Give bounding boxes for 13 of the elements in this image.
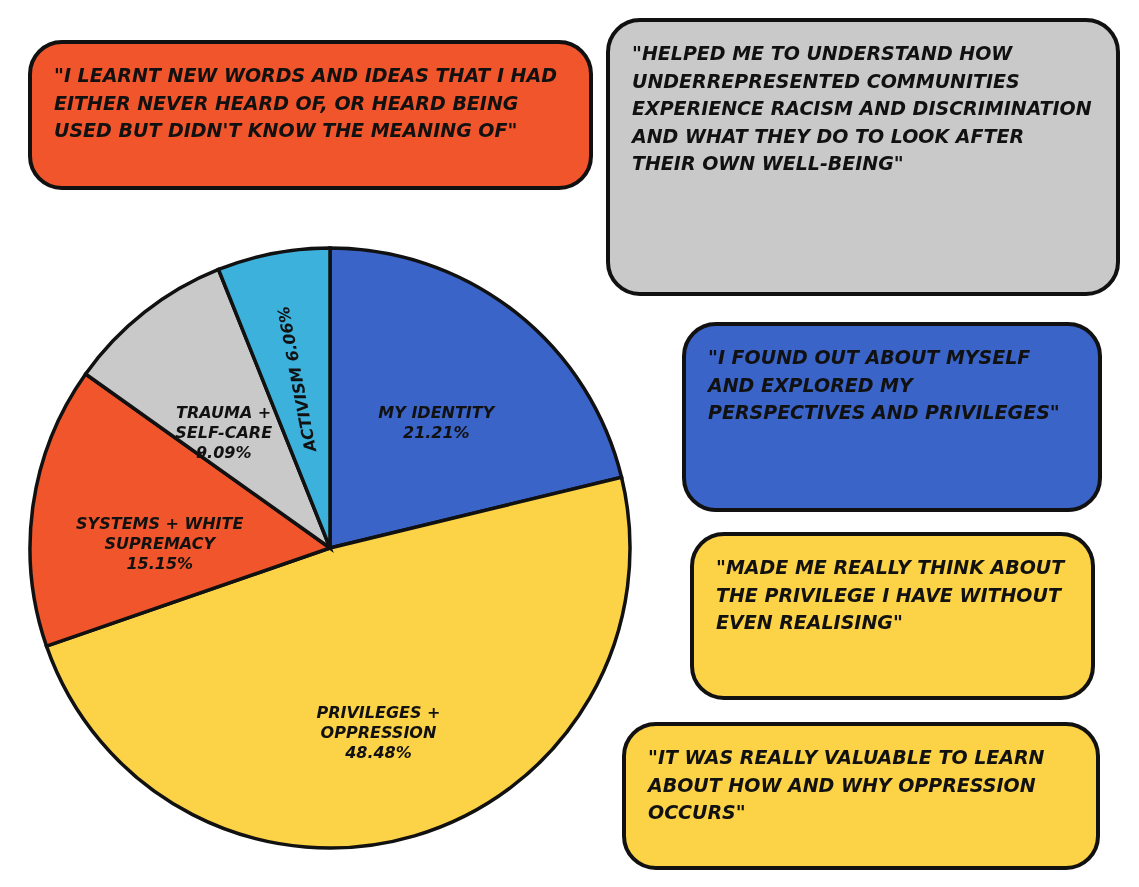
slice-label: SYSTEMS + WHITE SUPREMACY [76, 513, 244, 553]
data-label: 9.09% [195, 442, 252, 462]
data-label: 15.15% [126, 553, 194, 573]
speech-bubble: "IT WAS REALLY VALUABLE TO LEARN ABOUT HOW AND WHY OPPRESSION OCCURS" [622, 722, 1100, 870]
data-label: 48.48% [344, 743, 412, 763]
slice-label: TRAUMA + SELF-CARE [175, 402, 273, 442]
slice-label: PRIVILEGES + OPPRESSION [316, 703, 441, 743]
data-label: 21.21% [403, 422, 470, 442]
speech-bubble: "HELPED ME TO UNDERSTAND HOW UNDERREPRESENTED COMMUNITIES EXPERIENCE RACISM AND DISCRIMINATION AND WHAT THEY DO TO LOOK AFTER THEIR OWN WELL-BEING" [606, 18, 1120, 296]
slice-label: MY IDENTITY [378, 402, 496, 422]
speech-bubble: "I FOUND OUT ABOUT MYSELF AND EXPLORED MY PERSPECTIVES AND PRIVILEGES" [682, 322, 1102, 512]
speech-bubble: "MADE ME REALLY THINK ABOUT THE PRIVILEGE I HAVE WITHOUT EVEN REALISING" [690, 532, 1095, 700]
speech-bubble: "I LEARNT NEW WORDS AND IDEAS THAT I HAD EITHER NEVER HEARD OF, OR HEARD BEING USED BUT DIDN'T KNOW THE MEANING OF" [28, 40, 593, 190]
